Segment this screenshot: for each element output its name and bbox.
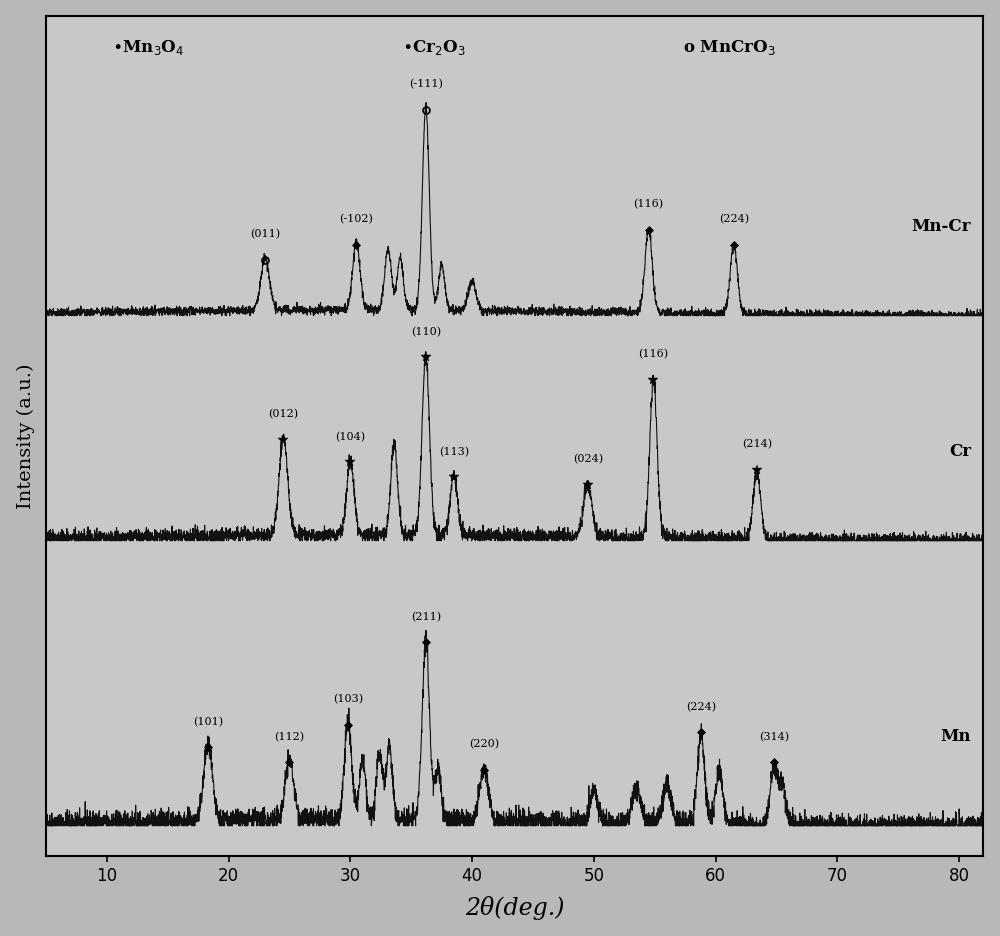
- Text: Mn: Mn: [941, 727, 971, 744]
- Text: (101): (101): [193, 716, 223, 726]
- Text: (012): (012): [268, 409, 298, 419]
- Text: (110): (110): [411, 327, 441, 337]
- Text: (011): (011): [250, 229, 280, 240]
- Text: $\bullet$Mn$_3$O$_4$: $\bullet$Mn$_3$O$_4$: [112, 37, 184, 56]
- Text: (314): (314): [759, 731, 789, 741]
- Text: Mn-Cr: Mn-Cr: [912, 218, 971, 235]
- Text: Cr: Cr: [949, 443, 971, 460]
- Text: (112): (112): [274, 731, 305, 741]
- Text: (214): (214): [742, 439, 772, 449]
- Y-axis label: Intensity (a.u.): Intensity (a.u.): [17, 363, 35, 509]
- Text: $\bullet$Cr$_2$O$_3$: $\bullet$Cr$_2$O$_3$: [402, 37, 466, 56]
- Text: (116): (116): [634, 199, 664, 210]
- Text: (211): (211): [411, 611, 441, 622]
- Text: (-111): (-111): [409, 79, 443, 89]
- Text: (103): (103): [333, 694, 363, 704]
- X-axis label: 2θ(deg.): 2θ(deg.): [465, 896, 564, 919]
- Text: (224): (224): [719, 214, 749, 225]
- Text: (116): (116): [638, 349, 669, 359]
- Text: (104): (104): [335, 431, 365, 442]
- Text: (220): (220): [469, 739, 499, 749]
- Text: (-102): (-102): [339, 214, 373, 225]
- Text: o MnCrO$_3$: o MnCrO$_3$: [683, 37, 776, 56]
- Text: (113): (113): [439, 446, 469, 457]
- Text: (224): (224): [686, 701, 716, 711]
- Text: (024): (024): [573, 454, 603, 464]
